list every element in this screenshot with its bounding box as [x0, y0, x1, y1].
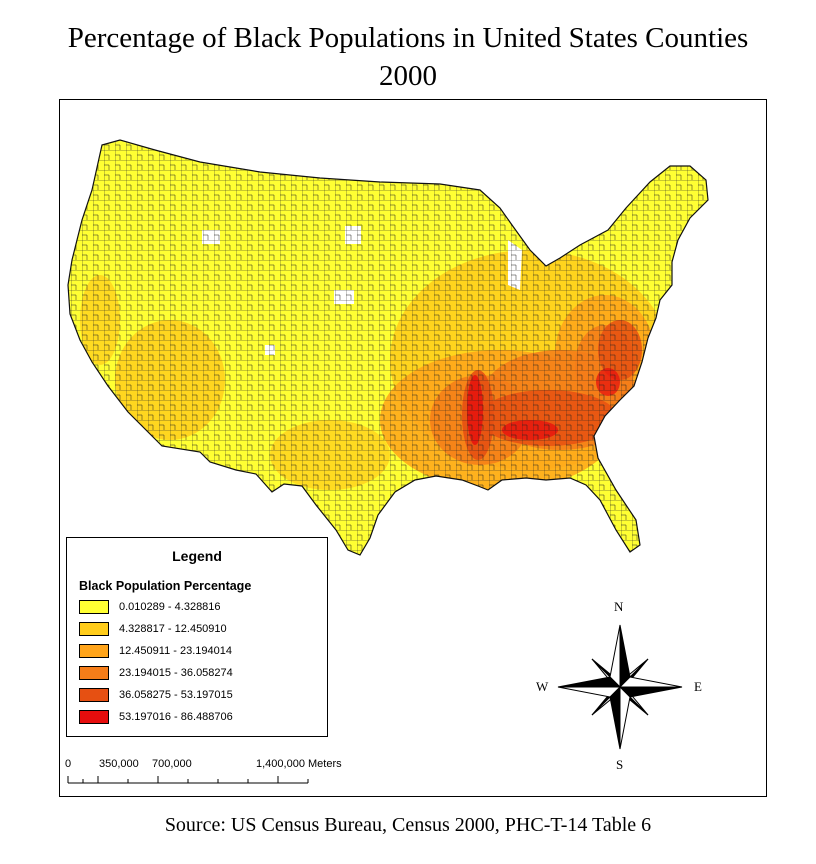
compass-rose-icon — [557, 624, 683, 750]
north-arrow: N S E W — [536, 599, 702, 772]
scale-bar-ticks — [67, 776, 309, 784]
scale-label-0: 0 — [65, 758, 72, 770]
map-title-year: 2000 — [379, 60, 437, 92]
legend-swatch — [79, 666, 109, 680]
legend-swatch — [79, 622, 109, 636]
compass-n-label: N — [614, 599, 624, 614]
scale-label-700000: 700,000 — [152, 758, 192, 770]
legend-subtitle: Black Population Percentage — [79, 579, 252, 593]
legend-class-label: 4.328817 - 12.450910 — [119, 623, 227, 635]
scale-label-350000: 350,000 — [99, 758, 139, 770]
map-frame: Legend Black Population Percentage 0.010… — [59, 99, 767, 797]
map-title: Percentage of Black Populations in Unite… — [67, 22, 749, 54]
scale-label-1400000: 1,400,000 Meters — [256, 758, 342, 770]
legend-swatch — [79, 644, 109, 658]
legend-class-label: 0.010289 - 4.328816 — [119, 601, 221, 613]
compass-s-label: S — [616, 757, 624, 772]
legend-class-label: 36.058275 - 53.197015 — [119, 689, 233, 701]
compass-e-label: E — [694, 679, 702, 694]
legend-class-label: 53.197016 - 86.488706 — [119, 711, 233, 723]
map-legend: Legend Black Population Percentage 0.010… — [66, 537, 328, 737]
legend-heading: Legend — [172, 548, 222, 564]
legend-class-label: 23.194015 - 36.058274 — [119, 667, 233, 679]
compass-w-label: W — [536, 679, 549, 694]
legend-swatch — [79, 710, 109, 724]
legend-swatch — [79, 688, 109, 702]
source-note: Source: US Census Bureau, Census 2000, P… — [164, 814, 652, 836]
legend-class-label: 12.450911 - 23.194014 — [119, 645, 232, 657]
us-counties-map — [67, 139, 709, 556]
legend-swatch — [79, 600, 109, 614]
